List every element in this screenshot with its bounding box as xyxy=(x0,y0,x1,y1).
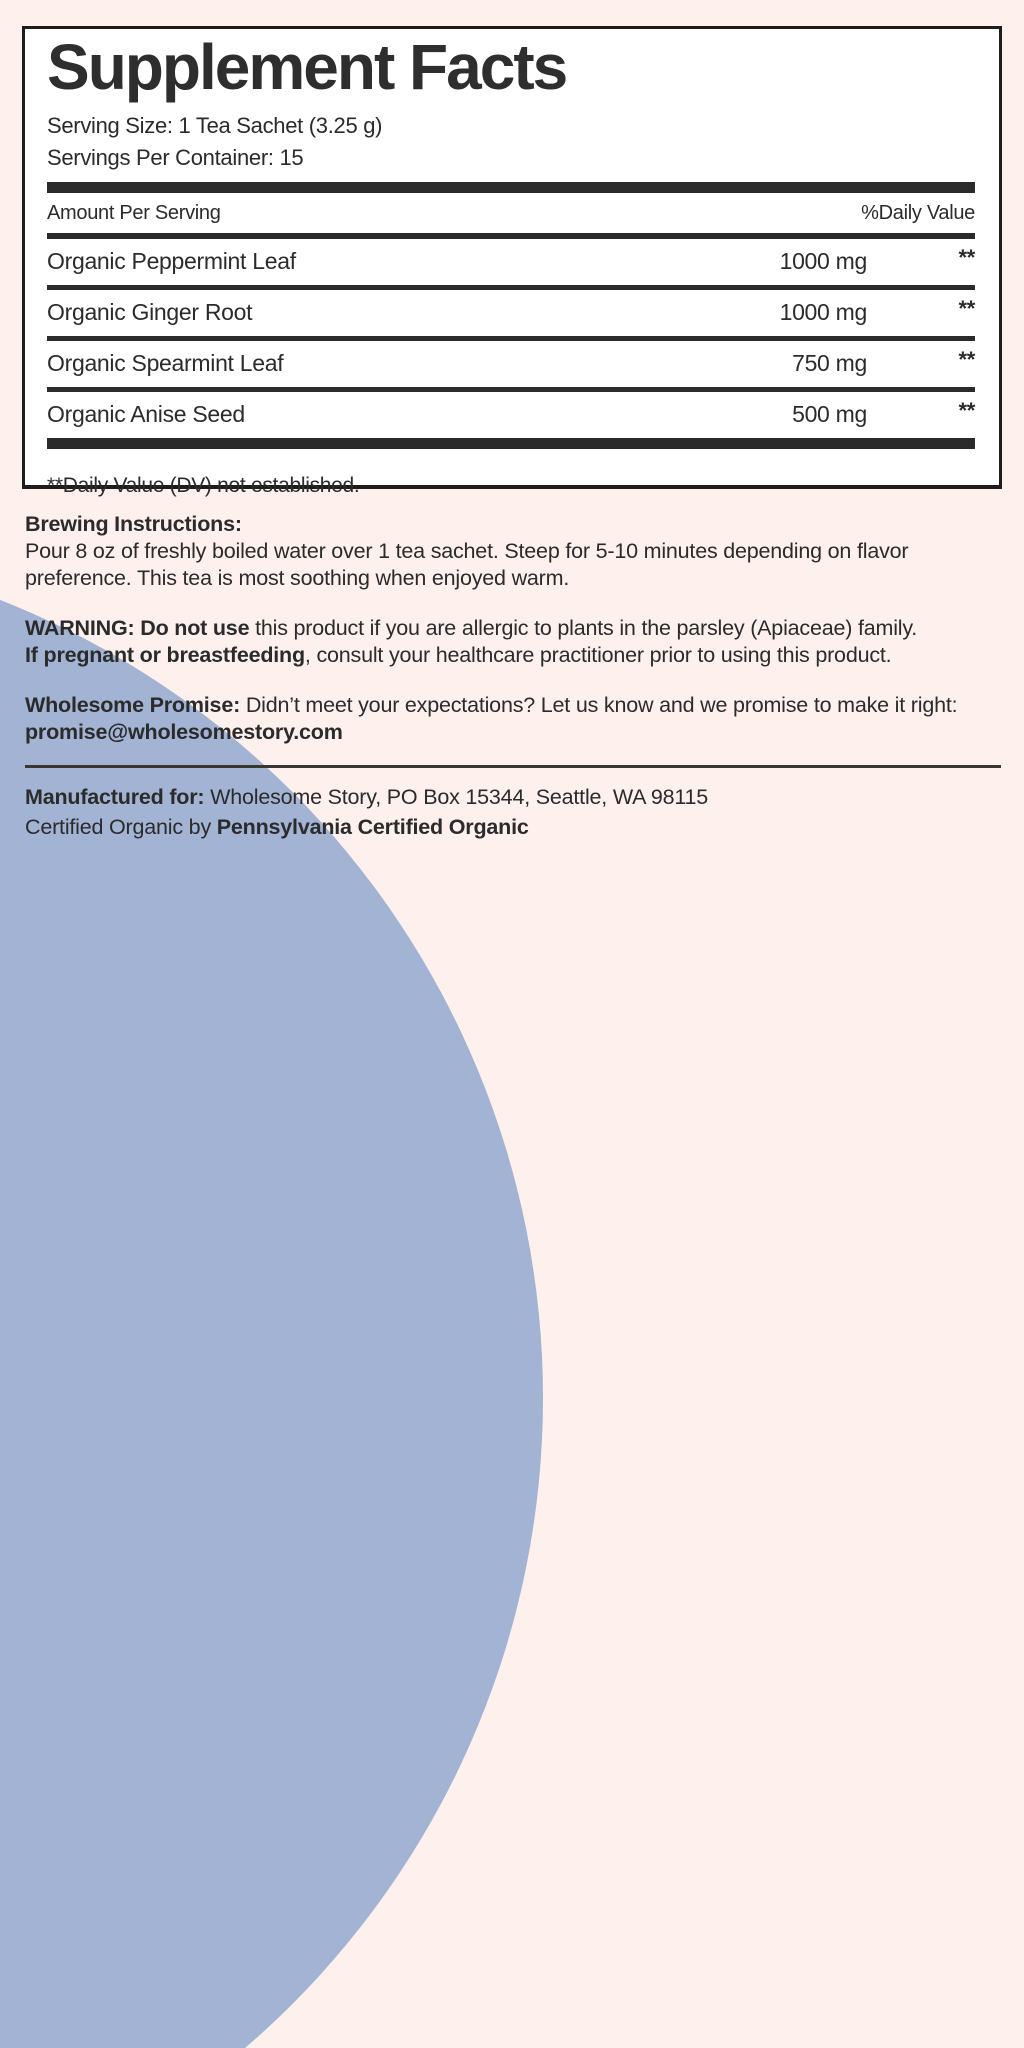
brewing-instructions-line2: preference. This tea is most soothing wh… xyxy=(25,566,570,590)
ingredient-daily-value: ** xyxy=(958,347,975,373)
ingredient-amount: 1000 mg xyxy=(779,299,868,326)
ingredient-amount: 500 mg xyxy=(792,401,867,428)
certified-prefix: Certified Organic by xyxy=(25,815,217,839)
separator-thick-bottom xyxy=(47,438,975,450)
table-row: Organic Spearmint Leaf 750 mg ** xyxy=(47,341,975,387)
promise-line1: Wholesome Promise: Didn’t meet your expe… xyxy=(25,692,1001,719)
promise-email-text: promise@wholesomestory.com xyxy=(25,720,343,744)
promise-email: promise@wholesomestory.com xyxy=(25,719,1001,746)
manufactured-text: Wholesome Story, PO Box 15344, Seattle, … xyxy=(204,785,709,809)
promise-text: Didn’t meet your expectations? Let us kn… xyxy=(240,693,958,717)
warning-bold2: If pregnant or breastfeeding xyxy=(25,643,305,667)
separator-row xyxy=(47,336,975,342)
label-text-block: Brewing Instructions: Pour 8 oz of fresh… xyxy=(25,511,1001,842)
table-row: Organic Anise Seed 500 mg ** xyxy=(47,392,975,438)
manufactured-label: Manufactured for: xyxy=(25,785,205,809)
ingredient-name: Organic Anise Seed xyxy=(47,401,245,428)
ingredient-daily-value: ** xyxy=(958,245,975,271)
warning-line2: If pregnant or breastfeeding, consult yo… xyxy=(25,642,1001,669)
ingredient-amount: 750 mg xyxy=(792,350,867,377)
warning-line1: WARNING: Do not use this product if you … xyxy=(25,615,1001,642)
separator-row xyxy=(47,387,975,393)
separator-thick-top xyxy=(47,182,975,194)
footer-divider xyxy=(25,765,1001,768)
warning-text2: , consult your healthcare practitioner p… xyxy=(304,643,892,667)
brewing-heading-text: Brewing Instructions: xyxy=(25,512,242,536)
table-row: Organic Ginger Root 1000 mg ** xyxy=(47,290,975,336)
warning-text1: this product if you are allergic to plan… xyxy=(249,616,918,640)
daily-value-header: %Daily Value xyxy=(861,202,975,225)
brewing-instructions-line1: Pour 8 oz of freshly boiled water over 1… xyxy=(25,539,909,563)
separator-header xyxy=(47,233,975,240)
ingredient-daily-value: ** xyxy=(958,296,975,322)
manufactured-line: Manufactured for: Wholesome Story, PO Bo… xyxy=(25,782,1001,812)
serving-size: Serving Size: 1 Tea Sachet (3.25 g) xyxy=(47,113,383,139)
ingredient-amount: 1000 mg xyxy=(779,248,868,275)
certified-line: Certified Organic by Pennsylvania Certif… xyxy=(25,812,1001,842)
ingredient-name: Organic Spearmint Leaf xyxy=(47,350,284,377)
ingredient-name: Organic Peppermint Leaf xyxy=(47,248,296,275)
ingredient-daily-value: ** xyxy=(958,398,975,424)
table-row: Organic Peppermint Leaf 1000 mg ** xyxy=(47,239,975,285)
ingredient-name: Organic Ginger Root xyxy=(47,299,253,326)
brewing-heading: Brewing Instructions: xyxy=(25,511,1001,538)
table-header: Amount Per Serving %Daily Value xyxy=(47,193,975,233)
supplement-facts-title: Supplement Facts xyxy=(47,31,568,103)
warning-label: WARNING: Do not use xyxy=(25,616,250,640)
supplement-facts-panel: Supplement Facts Serving Size: 1 Tea Sac… xyxy=(22,26,1002,497)
servings-per-container: Servings Per Container: 15 xyxy=(47,145,304,171)
separator-row xyxy=(47,285,975,291)
promise-label: Wholesome Promise: xyxy=(25,693,241,717)
footer-block: Manufactured for: Wholesome Story, PO Bo… xyxy=(25,782,1001,842)
daily-value-footnote: **Daily Value (DV) not established. xyxy=(47,474,360,498)
amount-per-serving-header: Amount Per Serving xyxy=(47,202,221,225)
certified-org: Pennsylvania Certified Organic xyxy=(216,815,529,839)
